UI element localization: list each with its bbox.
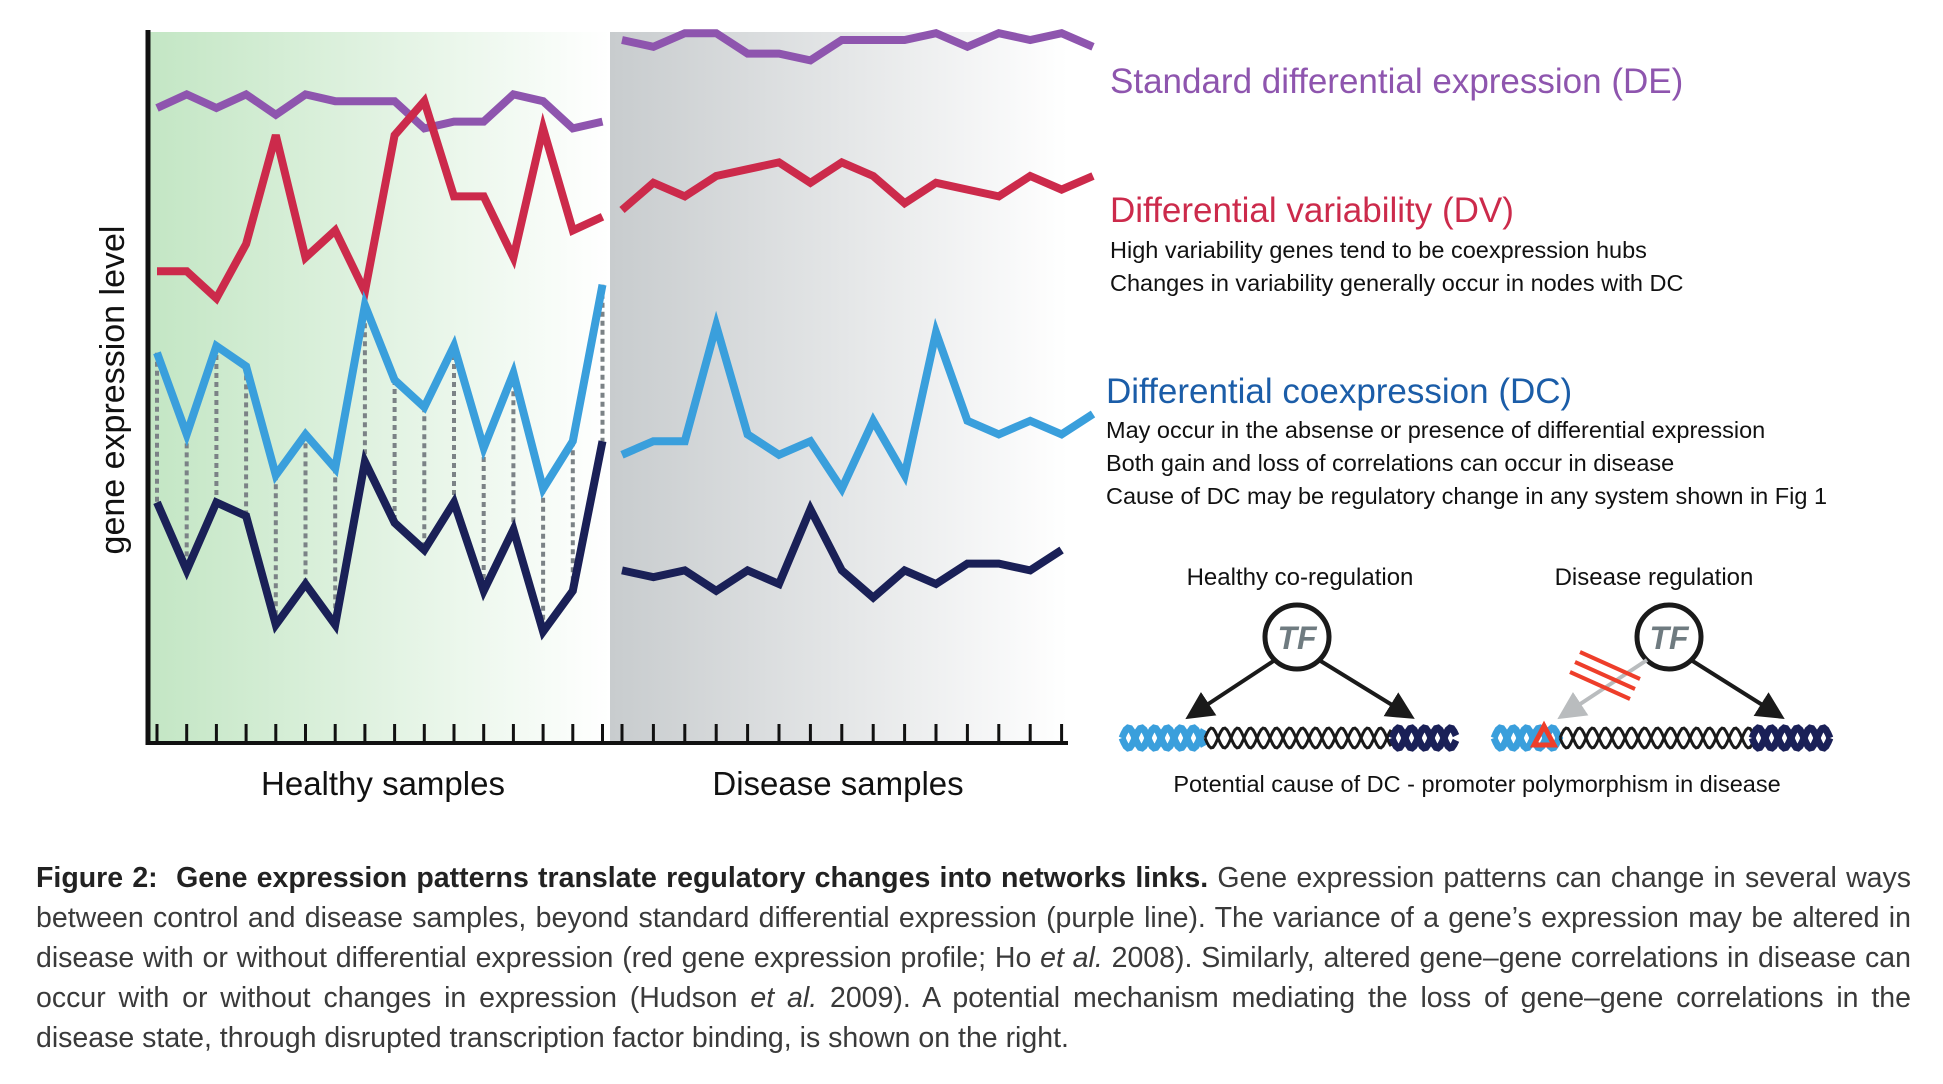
- dc-note-3: Cause of DC may be regulatory change in …: [1106, 483, 1827, 509]
- healthy-arrow-left: [1185, 658, 1277, 720]
- de-title: Standard differential expression (DE): [1110, 62, 1683, 101]
- differential-coexpression-dc-gene-1-healthy-line: [153, 284, 607, 499]
- differential-coexpression-dc-gene-2-healthy-line: [153, 440, 607, 641]
- tf-label-healthy: TF: [1277, 620, 1318, 656]
- correlation-connectors: [155, 284, 605, 632]
- healthy-arrow-right: [1317, 658, 1415, 719]
- healthy-dna-strand: [1203, 726, 1393, 750]
- disease-dna-strand: [1558, 726, 1754, 750]
- caption-text-2: 2008). Similarly, altered gene–gene corr…: [36, 942, 1912, 1014]
- figure-caption: Figure 2: Gene expression patterns trans…: [36, 858, 1911, 1058]
- tf-label-disease: TF: [1649, 620, 1690, 656]
- disease-dna-strand: [1558, 726, 1754, 750]
- caption-etal-1: et al.: [1040, 942, 1103, 974]
- figure-panel: gene expression level Healthy samples Di…: [94, 29, 1834, 802]
- differential-variability-dv-disease-line: [619, 157, 1095, 214]
- x-axis-ticks: [155, 724, 1064, 743]
- disease-tf-node: TF: [1634, 602, 1704, 672]
- disease-regulation-label: Disease regulation: [1555, 564, 1754, 591]
- standard-differential-expression-de-healthy-line: [155, 89, 604, 133]
- standard-differential-expression-de-disease-line: [621, 29, 1095, 65]
- dc-note-2: Both gain and loss of correlations can o…: [1106, 450, 1674, 476]
- caption-text-1: Gene expression patterns can change in s…: [36, 862, 1912, 974]
- caption-text-3: 2009). A potential mechanism mediating t…: [36, 982, 1912, 1054]
- dv-title: Differential variability (DV): [1110, 191, 1514, 230]
- expression-series: [153, 29, 1096, 641]
- disease-background: [610, 32, 1068, 742]
- healthy-dna-strand: [1203, 726, 1393, 750]
- disease-dna-strand: [1748, 724, 1834, 752]
- promoter-mutation-icon: [1529, 720, 1559, 748]
- healthy-dna-strand: [1388, 724, 1460, 752]
- dv-note-1: High variability genes tend to be coexpr…: [1110, 237, 1647, 263]
- healthy-group-label: Healthy samples: [261, 765, 505, 802]
- binding-disruption-icon: [1569, 650, 1641, 701]
- healthy-tf-node: TF: [1262, 602, 1332, 672]
- healthy-background: [148, 32, 610, 742]
- disease-arrow-right: [1689, 658, 1785, 719]
- caption-etal-2: et al.: [750, 982, 818, 1014]
- healthy-coregulation-label: Healthy co-regulation: [1187, 564, 1414, 591]
- disease-group-label: Disease samples: [712, 765, 963, 802]
- differential-coexpression-dc-gene-1-disease-line: [620, 310, 1096, 498]
- differential-coexpression-dc-gene-2-disease-line: [621, 499, 1064, 603]
- dv-note-2: Changes in variability generally occur i…: [1110, 270, 1683, 296]
- differential-variability-dv-healthy-line: [157, 93, 605, 305]
- y-axis-label: gene expression level: [94, 226, 132, 555]
- healthy-dna-strand: [1118, 724, 1208, 752]
- dna-strands: [1118, 724, 1834, 752]
- caption-label: Figure 2:: [36, 862, 158, 894]
- dc-title: Differential coexpression (DC): [1106, 372, 1572, 411]
- caption-bold: Gene expression patterns translate regul…: [176, 862, 1209, 894]
- dc-note-1: May occur in the absense or presence of …: [1106, 417, 1765, 443]
- mechanism-footer: Potential cause of DC - promoter polymor…: [1173, 771, 1780, 797]
